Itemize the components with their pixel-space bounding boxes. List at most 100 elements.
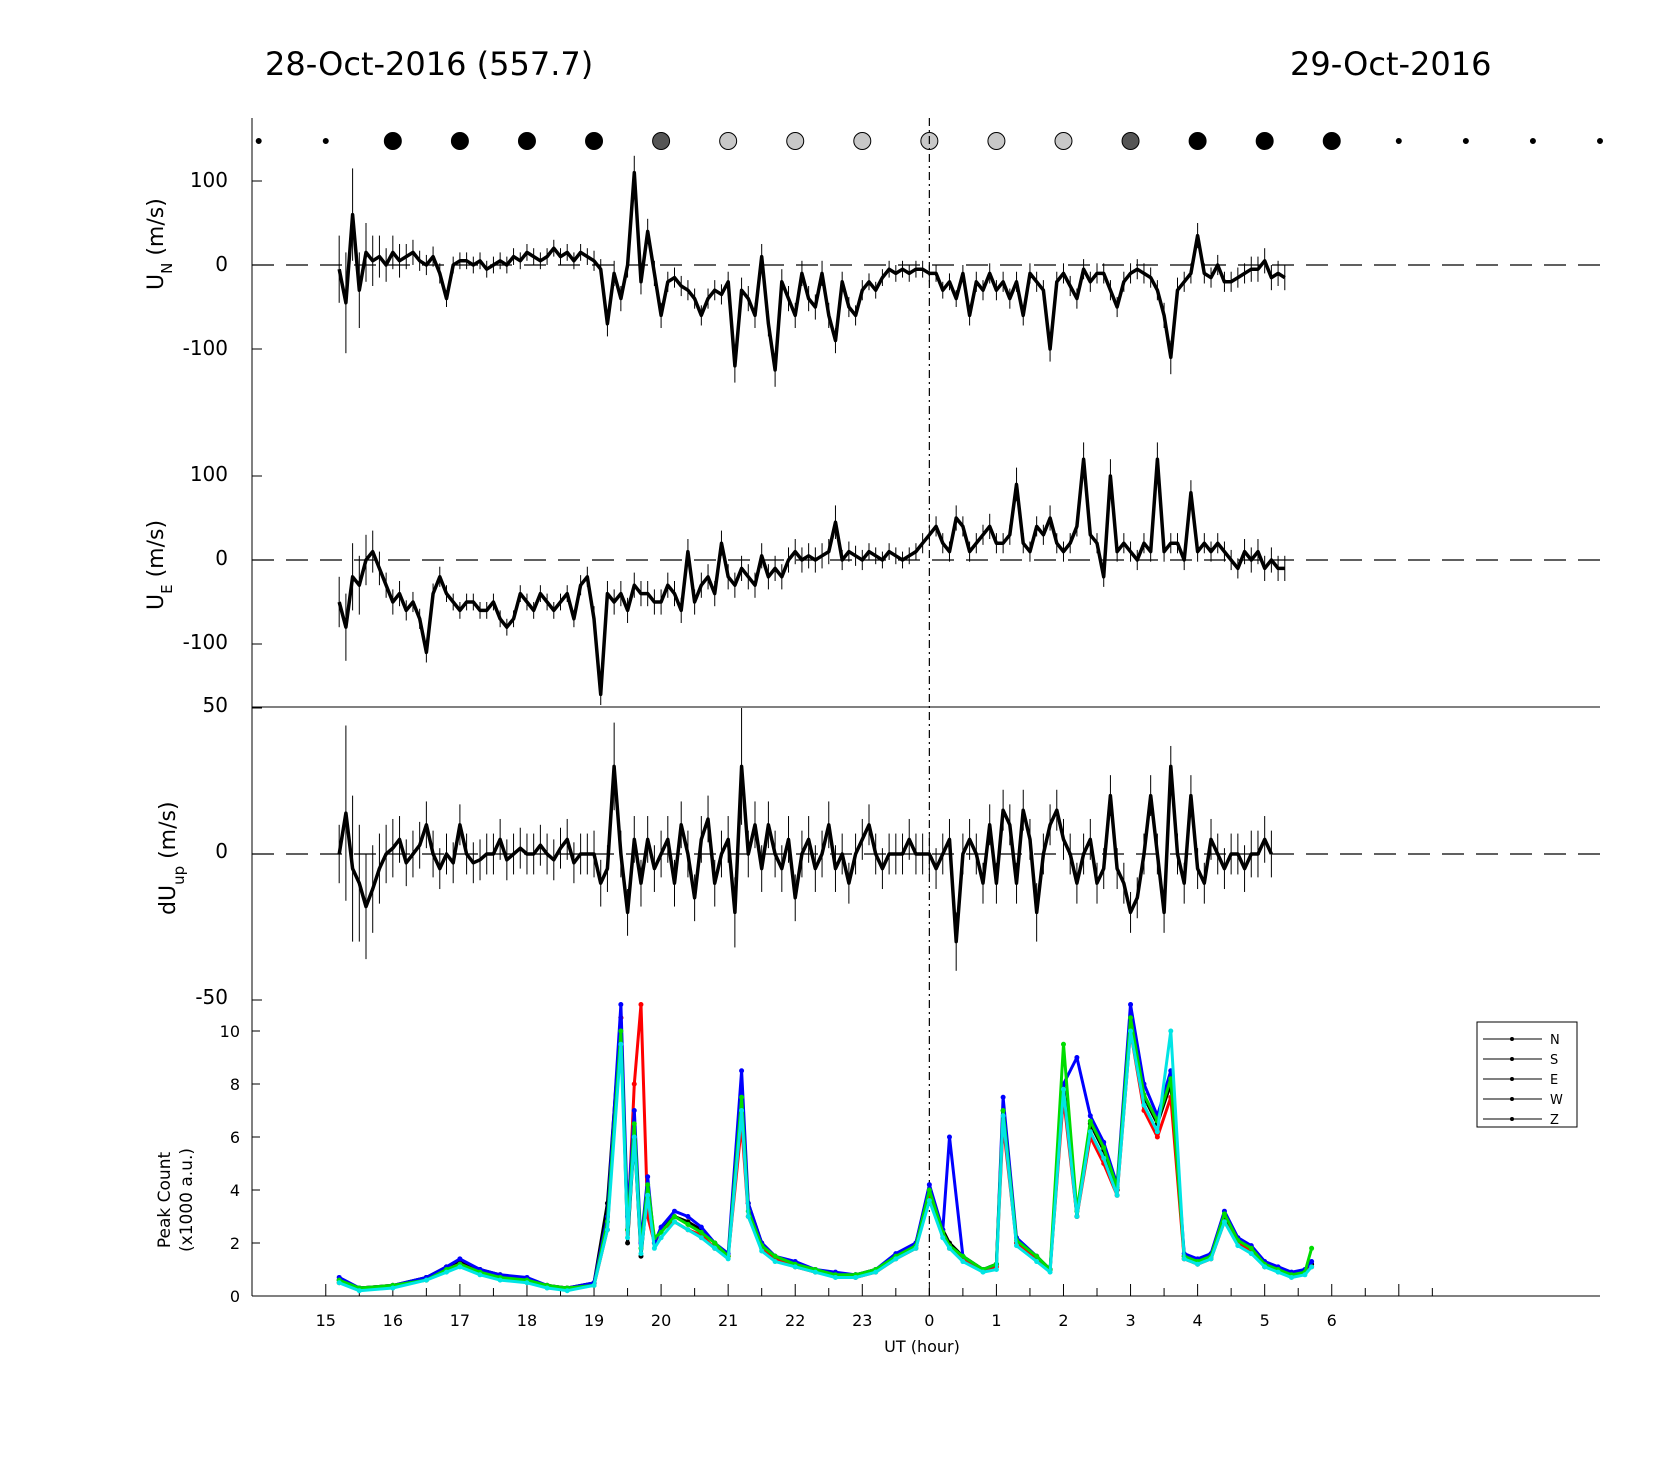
pc-ytick-label: 2 [230,1234,240,1253]
peak-point [645,1182,651,1188]
peak-point [1248,1251,1254,1257]
peak-point [745,1214,751,1219]
panel-un: UN (m/s) 100 0 -100 [144,168,228,360]
pc-ytick-label: 4 [230,1181,240,1200]
peak-point [926,1198,932,1204]
pc-ytick-label: 10 [220,1022,240,1041]
legend-label-s: S [1550,1053,1558,1068]
peak-series-z [338,1029,1313,1293]
peak-point [1309,1264,1315,1270]
peak-point [457,1256,463,1262]
moon-marker [1462,138,1469,144]
x-tick-label: 4 [1193,1311,1203,1330]
peak-point [1101,1155,1107,1161]
moon-marker [255,138,262,144]
peak-point [645,1192,651,1198]
peak-point [1262,1264,1268,1270]
peak-point [524,1280,530,1286]
peak-point [993,1267,999,1272]
peak-point [685,1221,691,1227]
ue-ytick-0: 0 [215,546,228,570]
peak-point [698,1224,704,1230]
ue-ytick-neg100: -100 [183,630,228,654]
moon-marker [585,132,604,150]
peak-point [423,1277,429,1283]
peak-point [1235,1243,1241,1249]
legend-box [1476,1021,1578,1128]
peak-point [1181,1256,1187,1262]
peak-point [618,1041,624,1047]
moon-marker [383,132,402,150]
x-tick-label: 17 [450,1311,470,1330]
peak-point [832,1274,838,1280]
peak-point [658,1224,664,1230]
peak-point [390,1285,396,1291]
x-tick-label: 0 [924,1311,934,1330]
peak-point [1000,1113,1006,1119]
peak-point [946,1134,952,1140]
peak-point [631,1108,637,1113]
peak-point [1221,1211,1227,1217]
legend-marker [1510,1077,1514,1081]
peak-point [631,1121,637,1127]
peak-point [1128,1015,1134,1021]
peak-point [658,1235,664,1241]
peak-point [960,1259,966,1265]
peak-point [1248,1245,1254,1251]
title-right: 29-Oct-2016 [1290,45,1491,83]
peak-point [638,1251,644,1257]
peak-point [926,1187,932,1193]
peak-point [1034,1253,1040,1259]
x-tick-label: 1 [991,1311,1001,1330]
peak-point [645,1174,651,1180]
dup-ytick-50: 50 [203,693,228,717]
peak-point [772,1259,778,1265]
peak-point [792,1264,798,1270]
panel-ue: UE (m/s) 100 0 -100 [144,462,228,654]
peak-point [1309,1259,1315,1265]
peak-point [1195,1261,1201,1267]
peak-point [685,1227,691,1233]
peak-point [1000,1094,1006,1100]
x-tick-label: 20 [651,1311,671,1330]
pc-ytick-label: 8 [230,1075,240,1094]
un-ytick-0: 0 [215,252,228,276]
ue-ylabel-unit: (m/s) [144,520,169,584]
peak-point [1000,1108,1006,1113]
moon-marker [853,132,872,150]
pc-ytick-label: 6 [230,1128,240,1147]
peak-point [356,1288,362,1294]
legend-marker [1510,1117,1514,1121]
peak-point [1221,1219,1227,1225]
peak-point [1168,1028,1174,1034]
moon-marker [450,132,469,150]
x-tick-label: 16 [383,1311,403,1330]
peak-point [618,1028,624,1034]
peak-point [1128,1028,1134,1034]
moon-marker [1054,132,1073,150]
peak-point [638,1002,644,1007]
peak-point [1047,1269,1053,1275]
moon-marker [517,132,536,150]
peak-point [960,1253,966,1259]
peak-point [1014,1243,1020,1249]
peak-point [698,1235,704,1241]
peak-point [712,1245,718,1251]
series-line [337,170,1286,372]
peak-point [631,1134,637,1140]
peak-point [457,1264,463,1270]
un-ytick-neg100: -100 [183,336,228,360]
peak-point [1034,1259,1040,1265]
ue-ylabel-sub: E [158,584,176,593]
series-line [337,457,1285,697]
ue-ytick-100: 100 [190,462,228,486]
legend-marker [1510,1097,1514,1101]
legend-label-w: W [1550,1093,1563,1108]
peak-point [625,1240,631,1246]
peak-point [1060,1041,1066,1047]
moon-marker [652,132,671,150]
peak-point [980,1269,986,1275]
